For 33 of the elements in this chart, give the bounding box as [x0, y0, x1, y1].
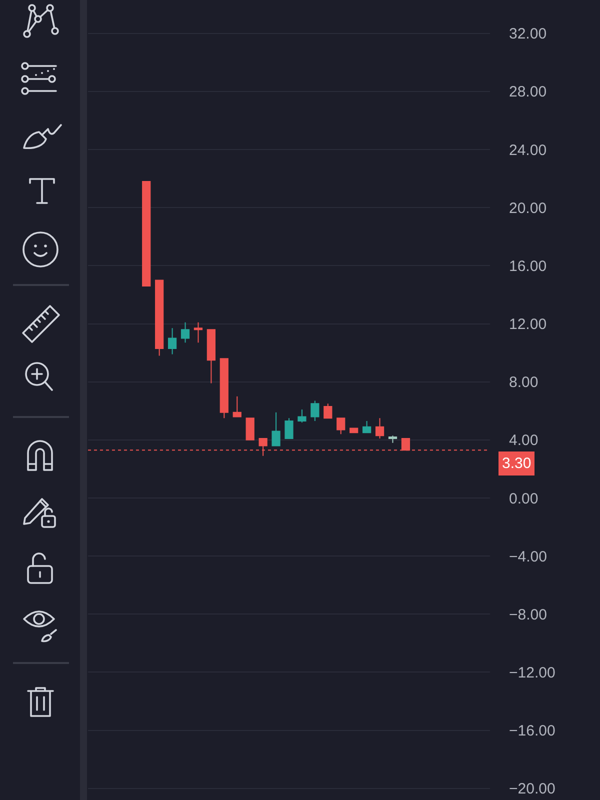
candlestick: [180, 322, 190, 344]
y-tick-label: 8.00: [509, 374, 538, 392]
y-tick-label: 24.00: [509, 142, 547, 159]
candlestick: [194, 322, 203, 344]
candlestick: [168, 328, 177, 355]
candlestick: [388, 435, 398, 444]
y-tick-label: −4.00: [509, 548, 547, 566]
candlestick: [310, 400, 320, 422]
y-tick-label: −8.00: [509, 606, 547, 624]
candlestick: [336, 418, 346, 435]
candlestick: [206, 329, 216, 384]
y-tick-label: −20.00: [509, 780, 556, 798]
candlestick: [232, 396, 242, 418]
candlestick: [220, 358, 228, 419]
y-tick-label: 12.00: [509, 316, 547, 334]
candlestick: [362, 420, 372, 434]
candlestick: [272, 412, 280, 446]
y-tick-label: 4.00: [509, 432, 538, 450]
candlestick: [284, 418, 294, 439]
candlestick: [246, 418, 254, 440]
y-tick-label: −16.00: [509, 722, 556, 740]
candlestick: [142, 180, 151, 287]
y-tick-label: 20.00: [509, 200, 547, 217]
candlestick: [298, 408, 306, 423]
y-tick-label: 28.00: [509, 84, 547, 101]
ref-line-label: 3.30: [502, 455, 532, 472]
candlestick: [324, 403, 332, 419]
candlestick: [375, 418, 384, 439]
y-tick-label: −12.00: [509, 664, 556, 682]
y-tick-label: 0.00: [509, 490, 538, 508]
y-tick-label: 16.00: [509, 258, 547, 275]
y-tick-label: 32.00: [509, 26, 547, 43]
candlestick: [155, 280, 164, 356]
